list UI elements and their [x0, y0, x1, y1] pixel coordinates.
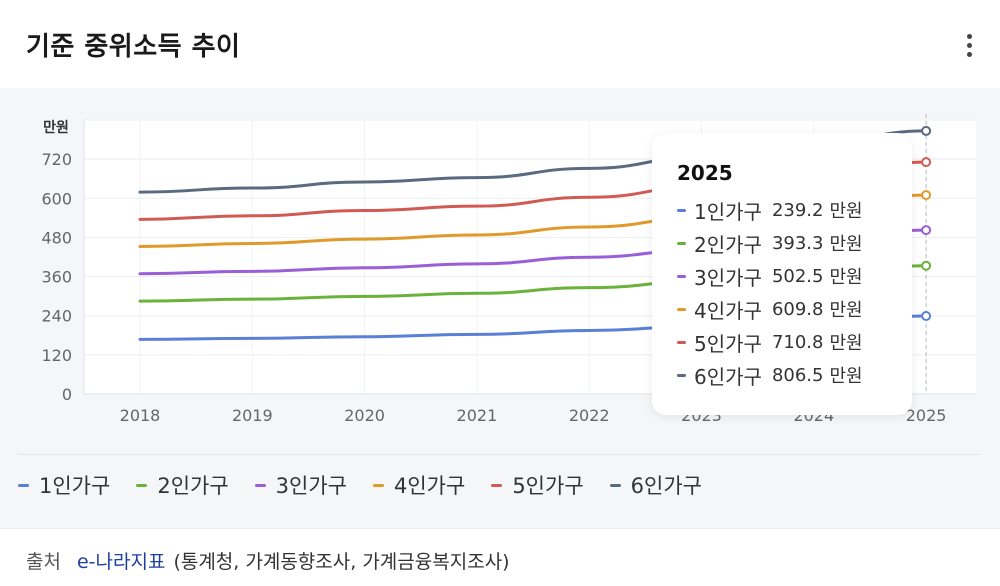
y-tick-label: 480	[41, 228, 72, 247]
x-tick-label: 2019	[232, 406, 273, 425]
data-point-3인가구-2025	[921, 225, 932, 236]
more-vertical-icon[interactable]	[958, 30, 980, 60]
series-color-marker	[677, 340, 686, 344]
series-color-marker	[677, 307, 686, 311]
source-footer: 출처 e-나라지표 (통계청, 가계동향조사, 가계금융복지조사)	[0, 528, 1000, 586]
series-color-marker	[677, 241, 686, 245]
data-point-6인가구-2025	[921, 125, 932, 136]
more-dot	[967, 43, 972, 48]
tooltip-series-value: 239.2	[771, 199, 824, 221]
legend-color-marker	[491, 483, 503, 487]
legend-color-marker	[254, 483, 266, 487]
y-tick-label: 240	[41, 307, 72, 326]
y-tick-label: 720	[41, 150, 72, 169]
legend-label: 1인가구	[39, 474, 111, 498]
legend-item[interactable]: 4인가구	[372, 470, 466, 500]
data-point-4인가구-2025	[921, 190, 932, 201]
tooltip-row: 5인가구 710.8 만원	[677, 328, 863, 356]
legend-label: 2인가구	[157, 474, 229, 498]
tooltip-row: 1인가구 239.2 만원	[677, 196, 863, 224]
tooltip-series-name: 1인가구	[694, 199, 762, 224]
series-color-marker	[677, 208, 686, 212]
legend-color-marker	[609, 483, 621, 487]
series-color-marker	[677, 373, 686, 377]
data-point-2인가구-2025	[921, 260, 932, 271]
legend-item[interactable]: 3인가구	[254, 470, 347, 500]
tooltip-unit: 만원	[829, 300, 863, 321]
y-tick-label: 120	[41, 346, 72, 365]
tooltip-unit: 만원	[829, 201, 863, 222]
tooltip-series-name: 6인가구	[694, 364, 762, 389]
tooltip-series-value: 393.3	[771, 232, 824, 254]
tooltip-row: 4인가구 609.8 만원	[677, 295, 863, 323]
more-dot	[967, 52, 972, 57]
tooltip-series-value: 502.5	[771, 265, 824, 287]
chart-legend: 1인가구 2인가구 3인가구 4인가구 5인가구 6인가구	[18, 470, 728, 500]
tooltip-title: 2025	[677, 161, 733, 185]
tooltip-unit: 만원	[829, 267, 863, 288]
series-color-marker	[677, 274, 686, 278]
tooltip-series-value: 710.8	[771, 331, 824, 353]
tooltip-series-name: 5인가구	[694, 331, 762, 356]
x-tick-label: 2020	[344, 406, 385, 425]
tooltip-row: 6인가구 806.5 만원	[677, 361, 863, 389]
source-detail: (통계청, 가계동향조사, 가계금융복지조사)	[173, 551, 510, 573]
y-tick-label: 600	[41, 189, 72, 208]
legend-label: 5인가구	[512, 474, 584, 498]
legend-divider	[18, 454, 980, 455]
source-link[interactable]: e-나라지표	[76, 551, 166, 573]
legend-color-marker	[136, 483, 148, 487]
legend-label: 4인가구	[393, 474, 466, 498]
source-line: 출처 e-나라지표 (통계청, 가계동향조사, 가계금융복지조사)	[26, 547, 510, 574]
legend-label: 6인가구	[630, 474, 702, 498]
chart-title: 기준 중위소득 추이	[26, 32, 241, 62]
tooltip-series-name: 2인가구	[694, 232, 762, 257]
x-tick-label: 2018	[120, 406, 161, 425]
legend-item[interactable]: 6인가구	[609, 470, 702, 500]
x-tick-label: 2022	[569, 406, 610, 425]
legend-color-marker	[18, 483, 29, 487]
tooltip-row: 2인가구 393.3 만원	[677, 229, 863, 257]
card-header: 기준 중위소득 추이	[0, 0, 1000, 88]
chart-tooltip: 2025 1인가구 239.2 만원 2인가구 393.3 만원 3인가구 502.5 만원 4인…	[652, 133, 912, 415]
legend-item[interactable]: 1인가구	[18, 470, 110, 500]
tooltip-series-name: 3인가구	[694, 265, 762, 290]
source-label: 출처	[26, 551, 61, 573]
tooltip-unit: 만원	[829, 234, 863, 255]
tooltip-unit: 만원	[829, 366, 863, 387]
y-axis-label: 만원	[43, 120, 69, 136]
tooltip-series-value: 609.8	[771, 298, 824, 320]
y-tick-label: 360	[41, 268, 72, 287]
legend-item[interactable]: 5인가구	[491, 470, 584, 500]
x-tick-label: 2025	[906, 406, 947, 425]
y-tick-label: 0	[62, 385, 72, 404]
legend-label: 3인가구	[275, 474, 347, 498]
tooltip-row: 3인가구 502.5 만원	[677, 262, 863, 290]
tooltip-series-name: 4인가구	[694, 298, 762, 323]
legend-item[interactable]: 2인가구	[136, 470, 229, 500]
more-dot	[967, 34, 972, 39]
data-point-1인가구-2025	[921, 310, 932, 321]
x-tick-label: 2021	[457, 406, 498, 425]
tooltip-series-value: 806.5	[771, 364, 824, 386]
data-point-5인가구-2025	[921, 157, 932, 168]
legend-color-marker	[372, 483, 384, 487]
tooltip-unit: 만원	[829, 333, 863, 354]
